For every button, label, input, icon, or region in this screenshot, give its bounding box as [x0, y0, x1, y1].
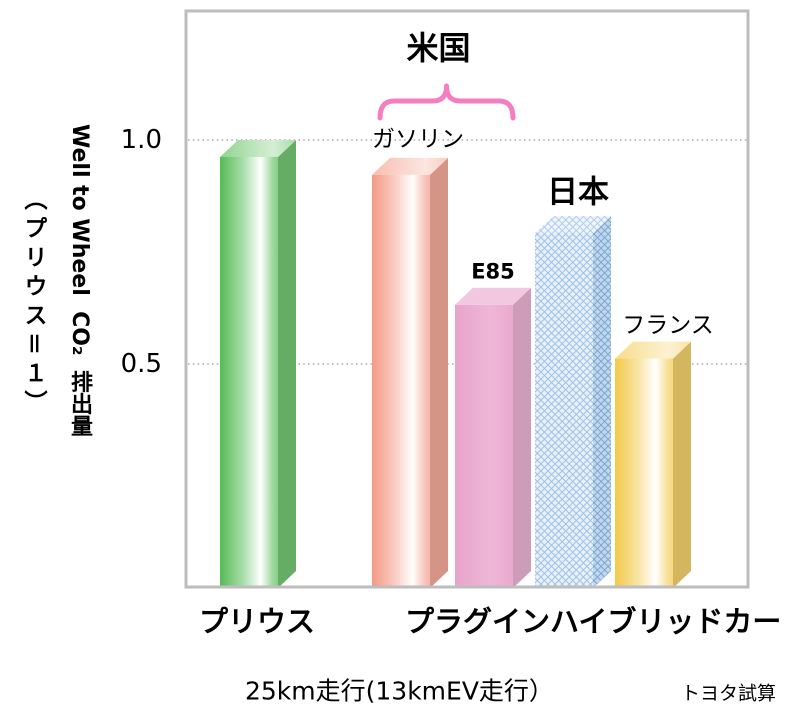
bar-front-face: [220, 156, 278, 588]
y-tick-label: 1.0: [120, 124, 162, 155]
plot-frame: [184, 9, 750, 589]
bar-us-gasoline: [372, 157, 448, 588]
bar-top-face: [535, 216, 611, 234]
bars: [220, 139, 691, 588]
bar-top-face: [455, 287, 531, 305]
bar-front-face: [372, 174, 430, 588]
bar-label-us-e85: E85: [471, 259, 515, 284]
y-tick-label: 0.5: [120, 348, 162, 379]
bar-top-face: [220, 139, 296, 157]
x-category-label-prius: プリウス: [198, 604, 316, 639]
y-axis-label-note: （プリウス＝１）: [20, 187, 46, 419]
bar-front-face: [455, 304, 513, 588]
bar-top-face: [372, 157, 448, 175]
bar-japan: [535, 216, 611, 588]
bar-label-france: フランス: [622, 312, 714, 339]
bar-side-face: [430, 157, 448, 588]
bar-side-face: [593, 216, 611, 588]
bar-label-us-gasoline: ガソリン: [372, 126, 464, 153]
x-group-label-plugin-hybrid: プラグインハイブリッドカー: [405, 604, 782, 639]
bar-side-face: [278, 139, 296, 588]
source-note: トヨタ試算: [681, 682, 777, 705]
bracket-brace: [377, 83, 516, 121]
bar-side-face: [513, 287, 531, 588]
bar-front-face: [615, 358, 673, 588]
bar-top-face: [615, 341, 691, 359]
bar-label-japan: 日本: [547, 174, 609, 211]
bar-side-face: [673, 341, 691, 588]
bar-us-e85: [455, 287, 531, 588]
bracket-label-us: 米国: [406, 29, 471, 67]
bar-prius: [220, 139, 296, 588]
bar-front-face: [535, 233, 593, 588]
x-axis-caption: 25km走行(13kmEV走行）: [245, 676, 554, 706]
y-axis-label: Well to Wheel CO₂ 排出量: [67, 124, 92, 437]
bar-france: [615, 341, 691, 588]
